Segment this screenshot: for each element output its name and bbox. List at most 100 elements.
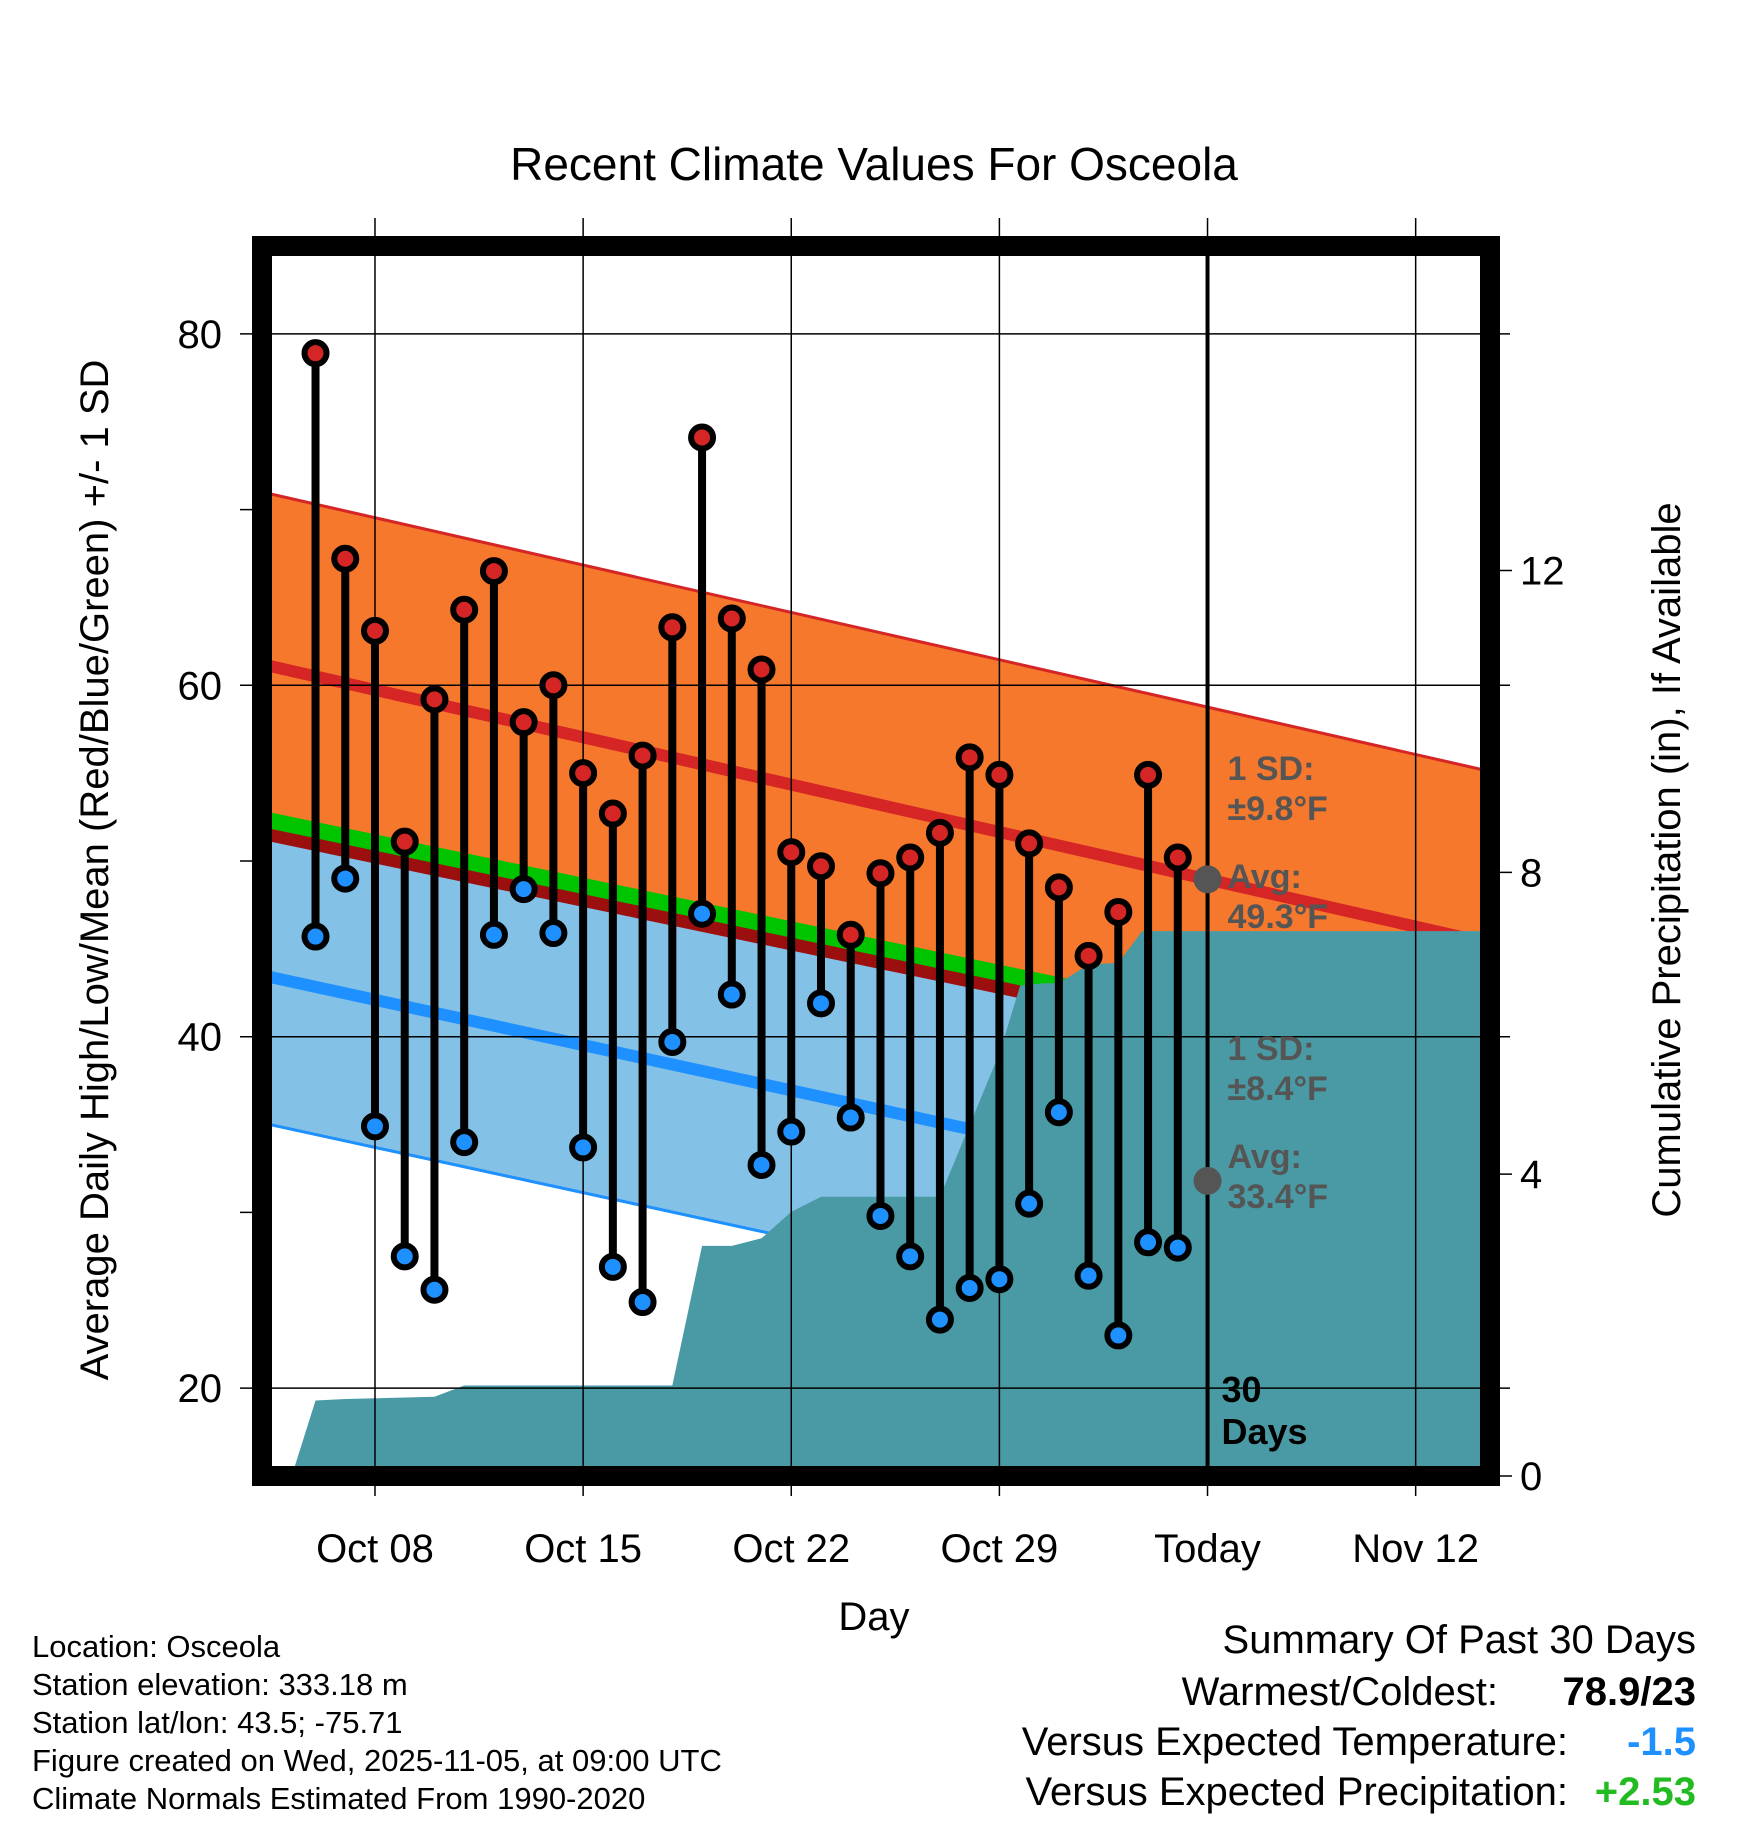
y-tick-label: 60 [178,664,223,708]
y-axis-label: Average Daily High/Low/Mean (Red/Blue/Gr… [73,360,117,1381]
summary-temp-label: Versus Expected Temperature: [1021,1720,1568,1764]
daily-low-point [955,1273,984,1302]
daily-low-point [896,1242,925,1271]
high-avg-value: 49.3°F [1228,898,1329,936]
daily-low-point [1134,1228,1163,1257]
high-avg-label: Avg: [1228,858,1302,896]
low-avg-value: 33.4°F [1228,1178,1329,1216]
daily-high-point [628,741,657,770]
y2-tick-label: 8 [1520,851,1542,895]
days-count-label: 30 [1222,1369,1262,1410]
daily-high-point [717,604,746,633]
daily-low-point [450,1128,479,1157]
daily-high-point [866,859,895,888]
daily-low-point [717,980,746,1009]
x-tick-label: Oct 29 [940,1527,1058,1571]
y2-tick-label: 0 [1520,1455,1542,1499]
summary-warm-label: Warmest/Coldest: [1181,1670,1498,1714]
daily-high-point [1104,897,1133,926]
daily-low-point [1163,1233,1192,1262]
summary-warm-value: 78.9/23 [1562,1670,1696,1714]
y-tick-label: 40 [178,1016,223,1060]
daily-high-point [955,743,984,772]
info-created: Figure created on Wed, 2025-11-05, at 09… [32,1743,722,1778]
daily-low-point [390,1242,419,1271]
today-high-avg-marker [1193,865,1222,894]
daily-high-point [1163,843,1192,872]
daily-high-point [925,818,954,847]
daily-low-point [569,1133,598,1162]
x-tick-label: Oct 22 [732,1527,850,1571]
daily-low-point [331,864,360,893]
x-tick-label: Nov 12 [1352,1527,1479,1571]
daily-low-point [1015,1189,1044,1218]
info-normals: Climate Normals Estimated From 1990-2020 [32,1781,646,1816]
daily-high-point [569,759,598,788]
daily-high-point [688,423,717,452]
high-sd-label: 1 SD: [1228,750,1315,788]
daily-low-point [1104,1321,1133,1350]
daily-low-point [420,1275,449,1304]
daily-high-point [301,339,330,368]
daily-high-point [806,852,835,881]
daily-high-point [1015,829,1044,858]
daily-low-point [806,989,835,1018]
info-latlon: Station lat/lon: 43.5; -75.71 [32,1705,403,1740]
daily-high-point [390,827,419,856]
daily-low-point [628,1288,657,1317]
daily-high-point [509,708,538,737]
y2-tick-label: 4 [1520,1153,1542,1197]
x-axis-label: Day [838,1595,909,1639]
daily-low-point [509,875,538,904]
x-tick-label: Oct 08 [316,1527,434,1571]
today-low-avg-marker [1193,1166,1222,1195]
daily-low-point [1074,1261,1103,1290]
daily-high-point [1074,941,1103,970]
daily-high-point [598,799,627,828]
summary-temp-value: -1.5 [1627,1720,1696,1764]
daily-high-point [539,671,568,700]
days-text-label: Days [1222,1411,1308,1452]
high-sd-value: ±9.8°F [1228,790,1328,828]
daily-low-point [479,920,508,949]
summary-precip-value: +2.53 [1594,1770,1696,1814]
station-info: Location: Osceola Station elevation: 333… [32,1628,722,1818]
low-avg-label: Avg: [1228,1138,1302,1176]
daily-high-point [1044,873,1073,902]
daily-low-point [658,1027,687,1056]
daily-high-point [360,616,389,645]
y-tick-label: 20 [178,1367,223,1411]
low-sd-value: ±8.4°F [1228,1070,1328,1108]
daily-low-point [301,922,330,951]
daily-high-point [450,595,479,624]
x-tick-label: Today [1154,1527,1261,1571]
daily-low-point [836,1103,865,1132]
daily-low-point [866,1201,895,1230]
daily-low-point [539,919,568,948]
daily-high-point [479,557,508,586]
daily-low-point [598,1252,627,1281]
y2-axis-label: Cumulative Precipitation (in), If Availa… [1645,502,1689,1217]
daily-low-point [688,899,717,928]
summary-precip-label: Versus Expected Precipitation: [1025,1770,1568,1814]
daily-high-point [747,655,776,684]
daily-low-point [777,1117,806,1146]
high-sd-upper-edge [262,490,1490,773]
daily-high-point [331,544,360,573]
info-location: Location: Osceola [32,1629,281,1664]
x-tick-label: Oct 15 [524,1527,642,1571]
daily-high-point [1134,760,1163,789]
daily-low-point [985,1265,1014,1294]
info-elevation: Station elevation: 333.18 m [32,1667,408,1702]
chart-title: Recent Climate Values For Osceola [510,138,1238,190]
daily-high-point [777,838,806,867]
low-sd-label: 1 SD: [1228,1030,1315,1068]
daily-high-point [896,843,925,872]
daily-high-point [658,613,687,642]
daily-high-point [985,760,1014,789]
daily-high-point [420,685,449,714]
y2-tick-label: 12 [1520,549,1565,593]
summary-heading: Summary Of Past 30 Days [1222,1618,1696,1662]
daily-low-point [925,1305,954,1334]
